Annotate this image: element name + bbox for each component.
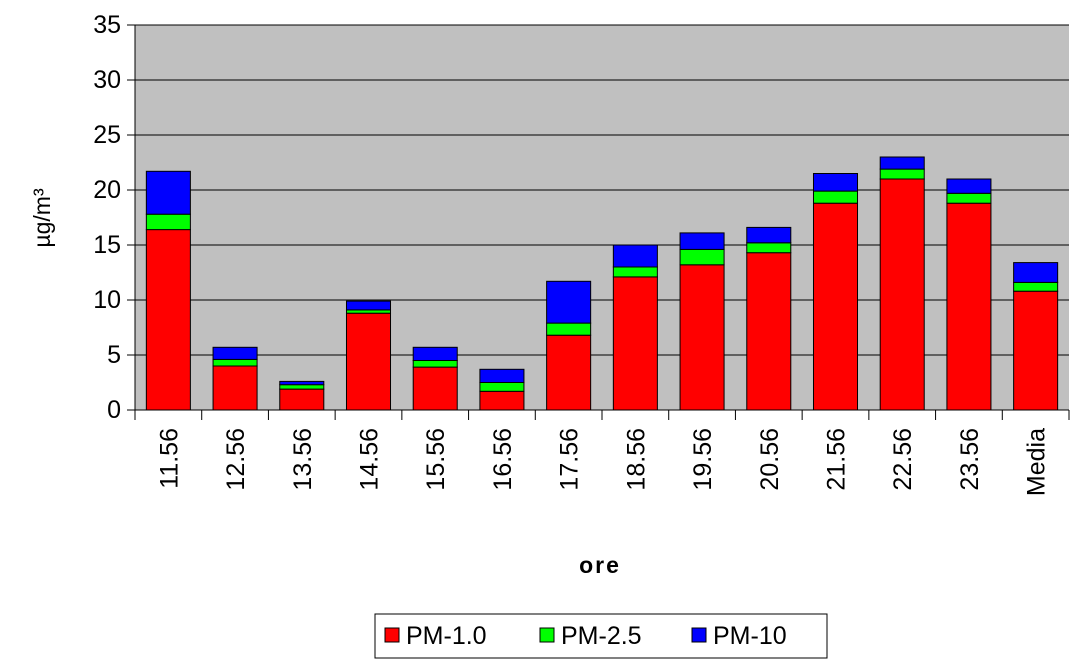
bar-segment [612,266,658,278]
bar-segment [345,312,392,411]
plot-area [135,25,1069,410]
bar-segment [612,244,658,268]
bar-segment [679,264,725,411]
bar-segment [145,213,191,231]
y-tick-label: 5 [107,341,121,369]
bar-segment [212,358,258,367]
y-tick-label: 0 [107,396,121,424]
bar-segment [345,300,392,311]
bar-segment [479,382,525,392]
bar-segment [412,346,458,361]
bar-segment [279,380,325,386]
legend-label: PM-10 [713,622,787,650]
bar-segment [412,366,458,411]
bar-segment [812,202,859,411]
y-tick-label: 25 [93,121,121,149]
bar-segment [946,202,992,411]
x-tick-label: 15.56 [422,428,450,491]
legend-label: PM-2.5 [561,622,642,650]
bar-segment [479,368,525,383]
x-tick-label: 19.56 [689,428,717,491]
y-axis-title: µg/m³ [29,188,55,248]
x-tick-label: 11.56 [155,428,183,489]
legend-box [374,613,828,659]
legend-swatch [539,627,555,643]
x-axis-title: ore [579,552,621,578]
y-tick-label: 35 [93,11,121,39]
bar-segment [612,276,658,411]
x-tick-label: 13.56 [289,428,317,491]
legend-label: PM-1.0 [406,622,487,650]
y-tick-label: 30 [93,66,121,94]
x-tick-label: 22.56 [889,428,917,491]
bar-segment [546,280,592,324]
bar-segment [212,346,258,360]
bar-segment [879,156,925,170]
x-tick-label: 23.56 [956,428,984,491]
bar-segment [1013,262,1059,283]
bar-segment [812,190,859,204]
bar-segment [546,322,592,336]
bar-segment [1013,281,1059,292]
x-tick-label: 20.56 [756,428,784,491]
bar-segment [546,334,592,411]
bar-segment [812,173,859,192]
bar-segment [679,248,725,266]
bar-segment [946,178,992,194]
bar-segment [479,390,525,411]
bar-segment [279,384,325,390]
bar-segment [412,360,458,368]
x-tick-label: Media [1023,428,1051,496]
x-tick-label: 16.56 [489,428,517,491]
y-tick-label: 15 [93,231,121,259]
legend-swatch [691,627,707,643]
bar-segment [679,232,725,250]
bar-segment [746,252,792,411]
bar-segment [279,388,325,411]
y-tick-label: 20 [93,176,121,204]
legend-swatch [384,627,400,643]
bar-segment [1013,290,1059,411]
bar-segment [212,365,258,411]
y-tick-label: 10 [93,286,121,314]
bar-segment [946,192,992,204]
x-tick-label: 21.56 [823,428,851,491]
x-tick-label: 14.56 [356,428,384,491]
bar-segment [145,170,191,215]
bar-segment [879,178,925,411]
bar-segment [145,229,191,411]
x-tick-label: 18.56 [622,428,650,491]
bar-segment [879,168,925,180]
x-tick-label: 12.56 [222,428,250,491]
bar-segment [746,226,792,244]
x-tick-label: 17.56 [556,428,584,491]
bar-segment [746,242,792,254]
